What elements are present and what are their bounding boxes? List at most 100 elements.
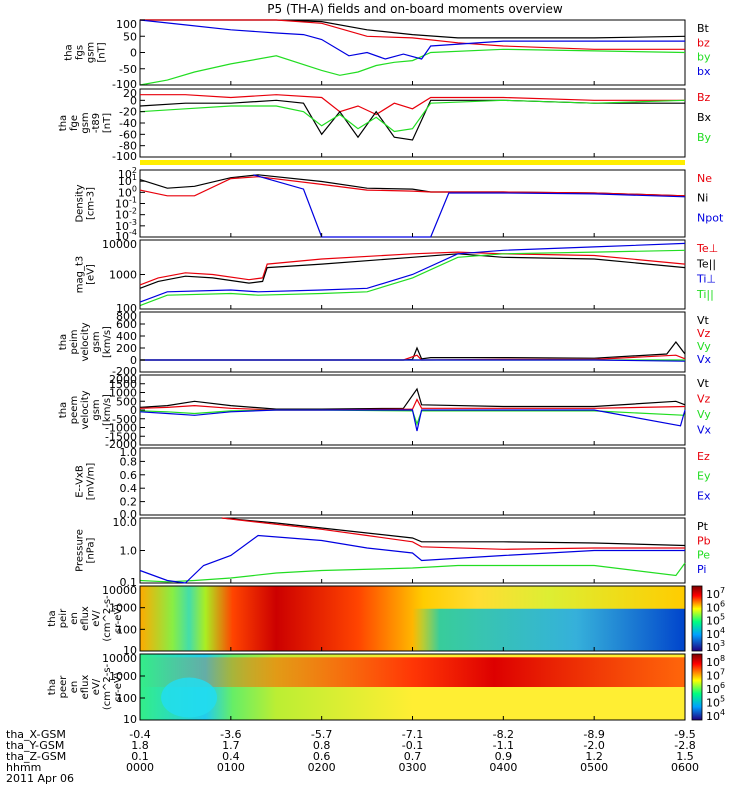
- series-pi: [139, 534, 685, 584]
- series-bz: [140, 19, 685, 50]
- ephemeris-value: 0100: [217, 761, 245, 774]
- y-tick-label: -20: [119, 106, 137, 119]
- y-axis-label: E--VxB: [75, 465, 86, 498]
- y-tick-label: 50: [123, 30, 137, 43]
- y-tick-label: 10-3: [115, 218, 137, 233]
- ephemeris-value: 1.2: [585, 750, 603, 763]
- spectrogram-overlay: [140, 608, 685, 651]
- y-axis-label: eV/: [91, 610, 102, 627]
- y-tick-label: 200: [116, 342, 137, 355]
- y-axis-label: sr-eV): [113, 672, 124, 701]
- colorbar-tick: 108: [706, 654, 725, 669]
- y-tick-label: 101: [118, 173, 137, 188]
- colorbar: [691, 585, 703, 652]
- panel-frame: [139, 447, 686, 516]
- flag-bar: [140, 160, 685, 165]
- ephemeris-value: -7.1: [402, 728, 423, 741]
- y-tick-label: 0: [130, 94, 137, 107]
- series-by: [139, 99, 686, 133]
- ephemeris-label: tha_Y-GSM: [6, 739, 64, 752]
- y-axis-label: tha: [58, 402, 69, 418]
- y-axis-label: sr-eV): [113, 604, 124, 633]
- series-ne: [139, 176, 686, 197]
- y-tick-label: 10-1: [115, 196, 137, 211]
- colorbar-tick: 107: [706, 586, 725, 601]
- ephemeris-value: 0.1: [131, 750, 149, 763]
- y-tick-label: 0.4: [120, 482, 138, 495]
- colorbar-tick: 105: [706, 613, 725, 628]
- spectrogram-blob: [161, 677, 218, 718]
- y-axis-label: en: [69, 681, 80, 694]
- colorbar: [691, 653, 703, 721]
- ephemeris-value: -2.0: [583, 739, 604, 752]
- y-tick-label: 0: [130, 404, 137, 417]
- legend-entry: Pb: [697, 534, 711, 547]
- panel-e-vxb: 1.00.80.60.40.20.0 E--VxB [mV/m] Ez Ey Ex: [75, 446, 711, 521]
- y-tick-label: 102: [118, 166, 137, 181]
- y-axis-label: gsm: [91, 331, 102, 352]
- legend-entry: Pe: [697, 549, 710, 562]
- y-tick-label: 20: [123, 87, 137, 100]
- chart-title: P5 (TH-A) fields and on-board moments ov…: [267, 2, 563, 16]
- y-axis-label: [eV]: [86, 264, 97, 285]
- ephemeris-value: -0.1: [402, 739, 423, 752]
- legend-entry: Bx: [697, 111, 712, 124]
- y-tick-label: 0: [130, 47, 137, 60]
- ephemeris-value: 0.7: [404, 750, 422, 763]
- y-axis-label: [nT]: [102, 113, 113, 133]
- y-tick-label: 10000: [102, 652, 137, 665]
- legend-entry: Vx: [697, 424, 712, 437]
- y-tick-label: -100: [112, 78, 137, 91]
- legend-entry: Pt: [697, 520, 709, 533]
- y-tick-label: 10.0: [113, 516, 138, 529]
- ephemeris-value: -3.6: [220, 728, 241, 741]
- y-axis-label: tha: [47, 610, 58, 626]
- series-pb: [221, 517, 685, 550]
- y-axis-label: eflux: [80, 606, 91, 631]
- y-tick-label: 10000: [102, 584, 137, 597]
- ephemeris-value: -5.7: [311, 728, 332, 741]
- y-axis-label: [cm-3]: [86, 187, 97, 220]
- y-tick-label: 10000: [102, 238, 137, 251]
- y-axis-label: Density: [75, 184, 86, 222]
- y-axis-label: tha: [47, 679, 58, 695]
- y-tick-label: 400: [116, 330, 137, 343]
- y-tick-label: -1000: [105, 422, 137, 435]
- legend-entry: Vz: [697, 393, 711, 406]
- ephemeris-value: 0200: [308, 761, 336, 774]
- y-axis-label: velocity: [80, 390, 91, 429]
- y-tick-label: 10: [123, 713, 137, 726]
- y-axis-label: peer: [58, 675, 69, 699]
- y-tick-label: -50: [119, 63, 137, 76]
- ephemeris-value: 0.9: [495, 750, 513, 763]
- y-axis-label: eV/: [91, 678, 102, 695]
- y-axis-label: gsm: [80, 112, 91, 133]
- y-tick-label: 1.0: [120, 446, 138, 459]
- ephemeris-label: tha_X-GSM: [6, 728, 66, 741]
- series-bx: [139, 19, 685, 60]
- series-te: [139, 253, 686, 289]
- y-tick-label: 1500: [109, 378, 137, 391]
- ephemeris-value: 0400: [489, 761, 517, 774]
- y-tick-label: -1500: [105, 430, 137, 443]
- colorbar-tick: 107: [706, 668, 725, 683]
- legend-entry: Ti⊥: [696, 273, 716, 286]
- legend-entry: Te||: [696, 257, 716, 270]
- series-by: [139, 48, 686, 86]
- y-axis-label: en: [69, 612, 80, 625]
- ephemeris-value: -0.4: [129, 728, 150, 741]
- colorbar-tick: 106: [706, 599, 725, 614]
- series-vx: [139, 409, 686, 432]
- ephemeris-value: -1.1: [493, 739, 514, 752]
- panel-frame: [139, 311, 686, 373]
- y-axis-label: fgs: [75, 45, 86, 60]
- y-tick-label: -100: [112, 150, 137, 163]
- y-tick-label: -40: [119, 117, 137, 130]
- ephemeris-label: hhmm: [6, 761, 41, 774]
